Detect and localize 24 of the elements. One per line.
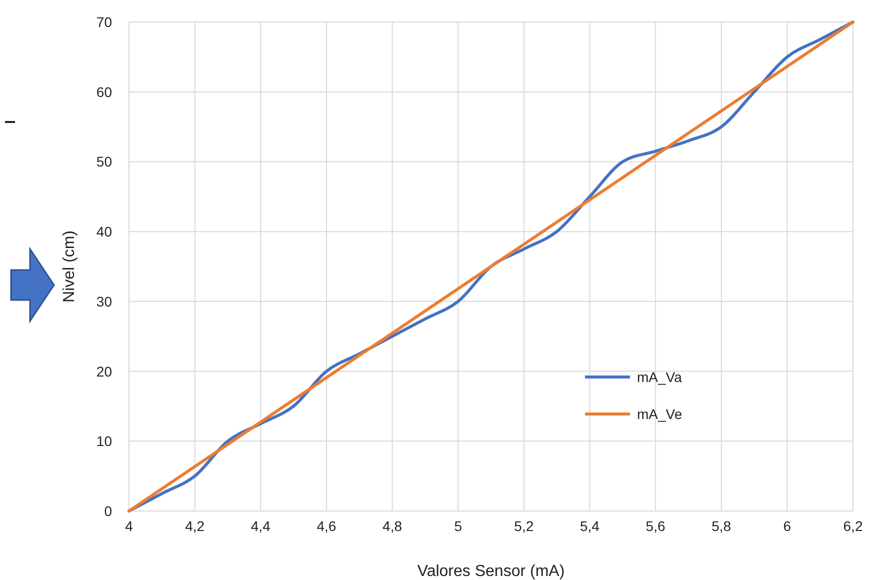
legend-label: mA_Ve (637, 406, 682, 422)
x-tick-label: 6,2 (843, 518, 863, 534)
x-tick-label: 4,4 (250, 518, 271, 534)
y-tick-label: 60 (96, 84, 112, 100)
x-tick-label: 6 (783, 518, 792, 534)
y-tick-label: 50 (96, 154, 112, 170)
legend-label: mA_Va (637, 369, 682, 385)
x-tick-label: 5 (454, 518, 462, 534)
y-tick-label: 0 (104, 503, 112, 519)
y-tick-label: 20 (96, 363, 112, 380)
y-tick-label: 40 (96, 224, 112, 240)
x-tick-label: 5,4 (580, 518, 600, 534)
y-tick-label: 10 (96, 433, 112, 450)
y-axis-title: Nivel (cm) (61, 230, 78, 302)
x-tick-label: 4,8 (382, 518, 402, 534)
x-tick-label: 5,6 (646, 518, 666, 534)
x-tick-label: 4 (125, 518, 134, 534)
x-tick-label: 5,8 (712, 518, 732, 534)
x-tick-label: 4,2 (185, 518, 205, 534)
y-tick-label: 70 (96, 14, 112, 30)
x-tick-label: 5,2 (514, 518, 534, 534)
y-tick-label: 30 (96, 293, 112, 310)
x-tick-label: 4,6 (316, 518, 336, 534)
x-axis-title: Valores Sensor (mA) (417, 563, 565, 580)
